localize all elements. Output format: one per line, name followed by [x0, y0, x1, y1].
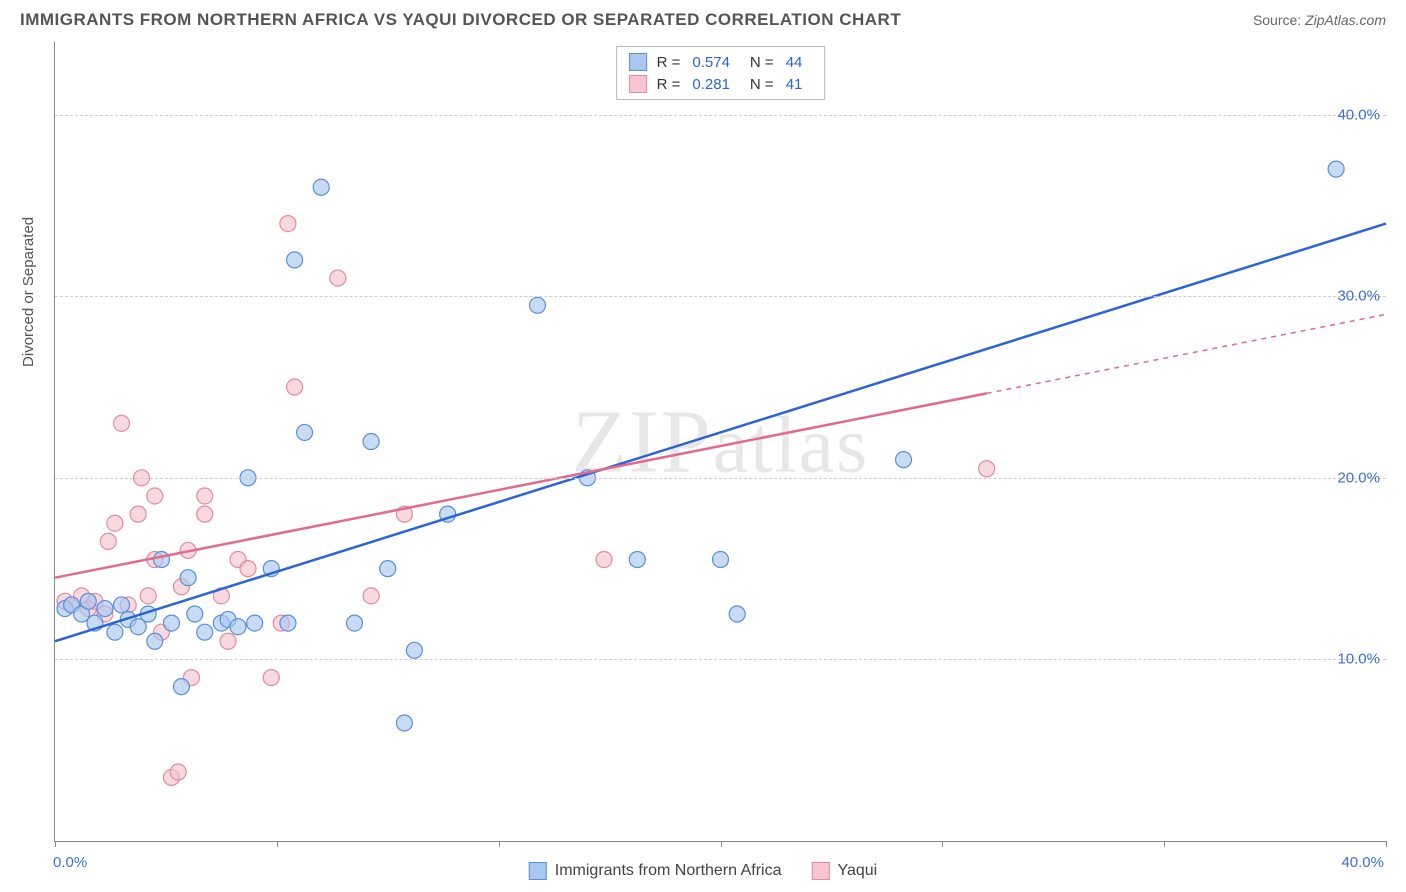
- data-point: [107, 515, 123, 531]
- data-point: [140, 588, 156, 604]
- legend-row: R = 0.281 N = 41: [629, 73, 813, 95]
- gridline: [55, 659, 1386, 660]
- r-value: 0.281: [692, 76, 730, 93]
- data-point: [80, 593, 96, 609]
- source: Source: ZipAtlas.com: [1253, 12, 1386, 28]
- gridline: [55, 296, 1386, 297]
- data-point: [147, 488, 163, 504]
- y-tick-label: 40.0%: [1337, 106, 1380, 123]
- data-point: [180, 570, 196, 586]
- data-point: [197, 488, 213, 504]
- r-value: 0.574: [692, 54, 730, 71]
- y-tick-label: 20.0%: [1337, 469, 1380, 486]
- data-point: [197, 624, 213, 640]
- y-tick-label: 30.0%: [1337, 288, 1380, 305]
- data-point: [596, 552, 612, 568]
- data-point: [287, 379, 303, 395]
- data-point: [163, 615, 179, 631]
- data-point: [297, 424, 313, 440]
- data-point: [173, 679, 189, 695]
- trend-line: [55, 393, 987, 577]
- data-point: [263, 670, 279, 686]
- data-point: [380, 561, 396, 577]
- legend-item: Yaqui: [812, 862, 878, 880]
- data-point: [147, 633, 163, 649]
- data-point: [114, 415, 130, 431]
- data-point: [729, 606, 745, 622]
- data-point: [170, 764, 186, 780]
- data-point: [240, 561, 256, 577]
- n-label: N =: [750, 54, 774, 71]
- data-point: [280, 216, 296, 232]
- data-point: [220, 633, 236, 649]
- x-axis-max-label: 40.0%: [1341, 854, 1384, 871]
- data-point: [247, 615, 263, 631]
- data-point: [100, 533, 116, 549]
- data-point: [187, 606, 203, 622]
- data-point: [153, 552, 169, 568]
- n-value: 41: [786, 76, 803, 93]
- series-legend: Immigrants from Northern Africa Yaqui: [529, 862, 877, 880]
- legend-swatch: [629, 75, 647, 93]
- legend-row: R = 0.574 N = 44: [629, 51, 813, 73]
- legend-swatch: [629, 53, 647, 71]
- trend-line: [55, 224, 1386, 642]
- legend-label: Immigrants from Northern Africa: [555, 862, 782, 880]
- gridline: [55, 115, 1386, 116]
- x-tick: [277, 841, 278, 847]
- data-point: [363, 434, 379, 450]
- data-point: [97, 601, 113, 617]
- chart-title: IMMIGRANTS FROM NORTHERN AFRICA VS YAQUI…: [20, 10, 901, 30]
- data-point: [330, 270, 346, 286]
- data-point: [287, 252, 303, 268]
- x-axis-min-label: 0.0%: [53, 854, 87, 871]
- gridline: [55, 478, 1386, 479]
- data-point: [406, 642, 422, 658]
- legend-label: Yaqui: [838, 862, 878, 880]
- source-label: Source:: [1253, 12, 1301, 28]
- data-point: [107, 624, 123, 640]
- correlation-legend: R = 0.574 N = 44 R = 0.281 N = 41: [616, 46, 826, 100]
- data-point: [713, 552, 729, 568]
- data-point: [979, 461, 995, 477]
- n-label: N =: [750, 76, 774, 93]
- trend-line-extrapolated: [987, 314, 1386, 393]
- r-label: R =: [657, 54, 681, 71]
- data-point: [529, 297, 545, 313]
- data-point: [1328, 161, 1344, 177]
- legend-item: Immigrants from Northern Africa: [529, 862, 782, 880]
- data-point: [114, 597, 130, 613]
- x-tick: [721, 841, 722, 847]
- data-point: [396, 715, 412, 731]
- data-point: [346, 615, 362, 631]
- r-label: R =: [657, 76, 681, 93]
- x-tick: [55, 841, 56, 847]
- n-value: 44: [786, 54, 803, 71]
- x-tick: [1386, 841, 1387, 847]
- y-tick-label: 10.0%: [1337, 651, 1380, 668]
- legend-swatch: [529, 862, 547, 880]
- data-point: [363, 588, 379, 604]
- data-point: [629, 552, 645, 568]
- data-point: [896, 452, 912, 468]
- y-axis-label: Divorced or Separated: [20, 217, 37, 367]
- x-tick: [499, 841, 500, 847]
- data-point: [197, 506, 213, 522]
- source-value: ZipAtlas.com: [1305, 12, 1386, 28]
- x-tick: [942, 841, 943, 847]
- x-tick: [1164, 841, 1165, 847]
- data-point: [130, 506, 146, 522]
- scatter-svg: [55, 42, 1386, 841]
- data-point: [280, 615, 296, 631]
- chart-area: Divorced or Separated ZIPatlas R =0.574N…: [30, 42, 1386, 842]
- data-point: [313, 179, 329, 195]
- plot-region: ZIPatlas R =0.574N =44R =0.281N =41 0.0%…: [54, 42, 1386, 842]
- legend-swatch: [812, 862, 830, 880]
- data-point: [230, 619, 246, 635]
